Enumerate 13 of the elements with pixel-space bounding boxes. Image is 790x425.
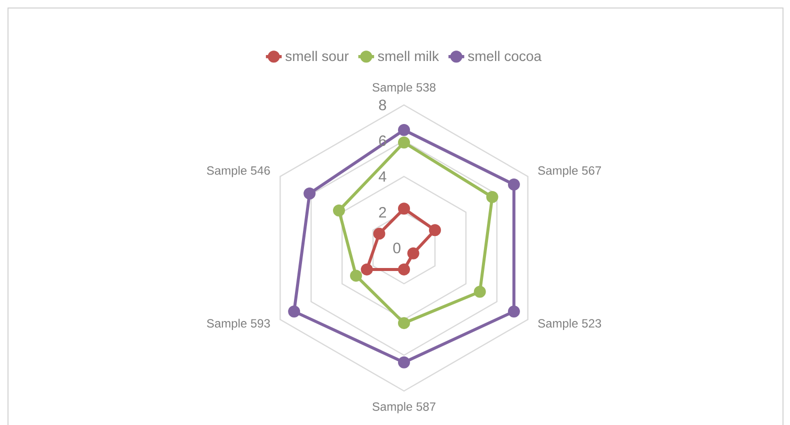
legend-label: smell sour [285,50,349,62]
legend-label: smell cocoa [468,50,542,62]
spoke-label: Sample 538 [372,82,436,94]
spoke-label: Sample 523 [538,318,602,330]
spoke-label: Sample 587 [372,402,436,414]
spoke-label: Sample 567 [538,166,601,178]
y-tick-label: 0 [393,242,400,254]
y-tick-label: 4 [378,171,386,182]
spoke-label: Sample 546 [206,166,270,178]
y-tick-label: 8 [379,100,386,110]
legend-label: smell milk [378,50,439,62]
spoke-label: Sample 593 [206,318,270,330]
y-tick-label: 2 [379,207,386,218]
